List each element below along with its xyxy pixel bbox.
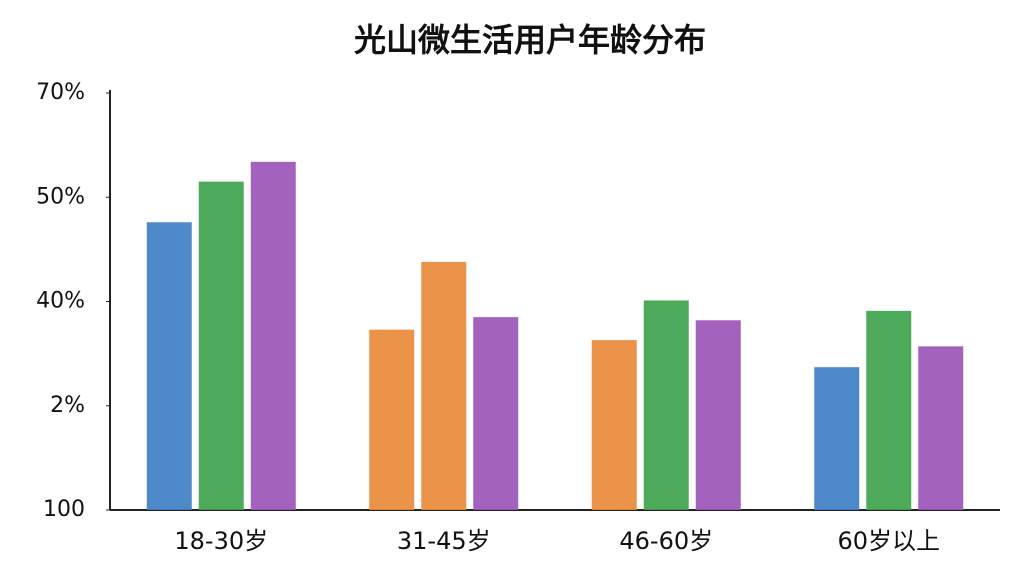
y-tick-label: 2%: [50, 393, 85, 418]
x-tick-label: 31-45岁: [397, 527, 491, 555]
bar: [918, 346, 964, 510]
bar: [198, 181, 244, 511]
y-tick-label: 50%: [36, 184, 85, 209]
chart-title: 光山微生活用户年龄分布: [354, 21, 706, 59]
x-tick-label: 46-60岁: [619, 527, 713, 555]
bar: [473, 317, 519, 510]
x-tick-label: 18-30岁: [174, 527, 268, 555]
bar: [421, 261, 467, 510]
bar: [814, 367, 860, 510]
y-tick-label: 100: [43, 497, 85, 522]
bar: [591, 340, 637, 510]
bar: [866, 310, 912, 510]
bar: [369, 329, 415, 510]
y-tick-label: 70%: [36, 80, 85, 105]
bar: [250, 161, 296, 510]
bar: [643, 300, 689, 510]
y-tick-label: 40%: [36, 289, 85, 314]
x-tick-label: 60岁以上: [837, 527, 940, 555]
bar: [695, 320, 741, 510]
bar: [146, 222, 192, 510]
